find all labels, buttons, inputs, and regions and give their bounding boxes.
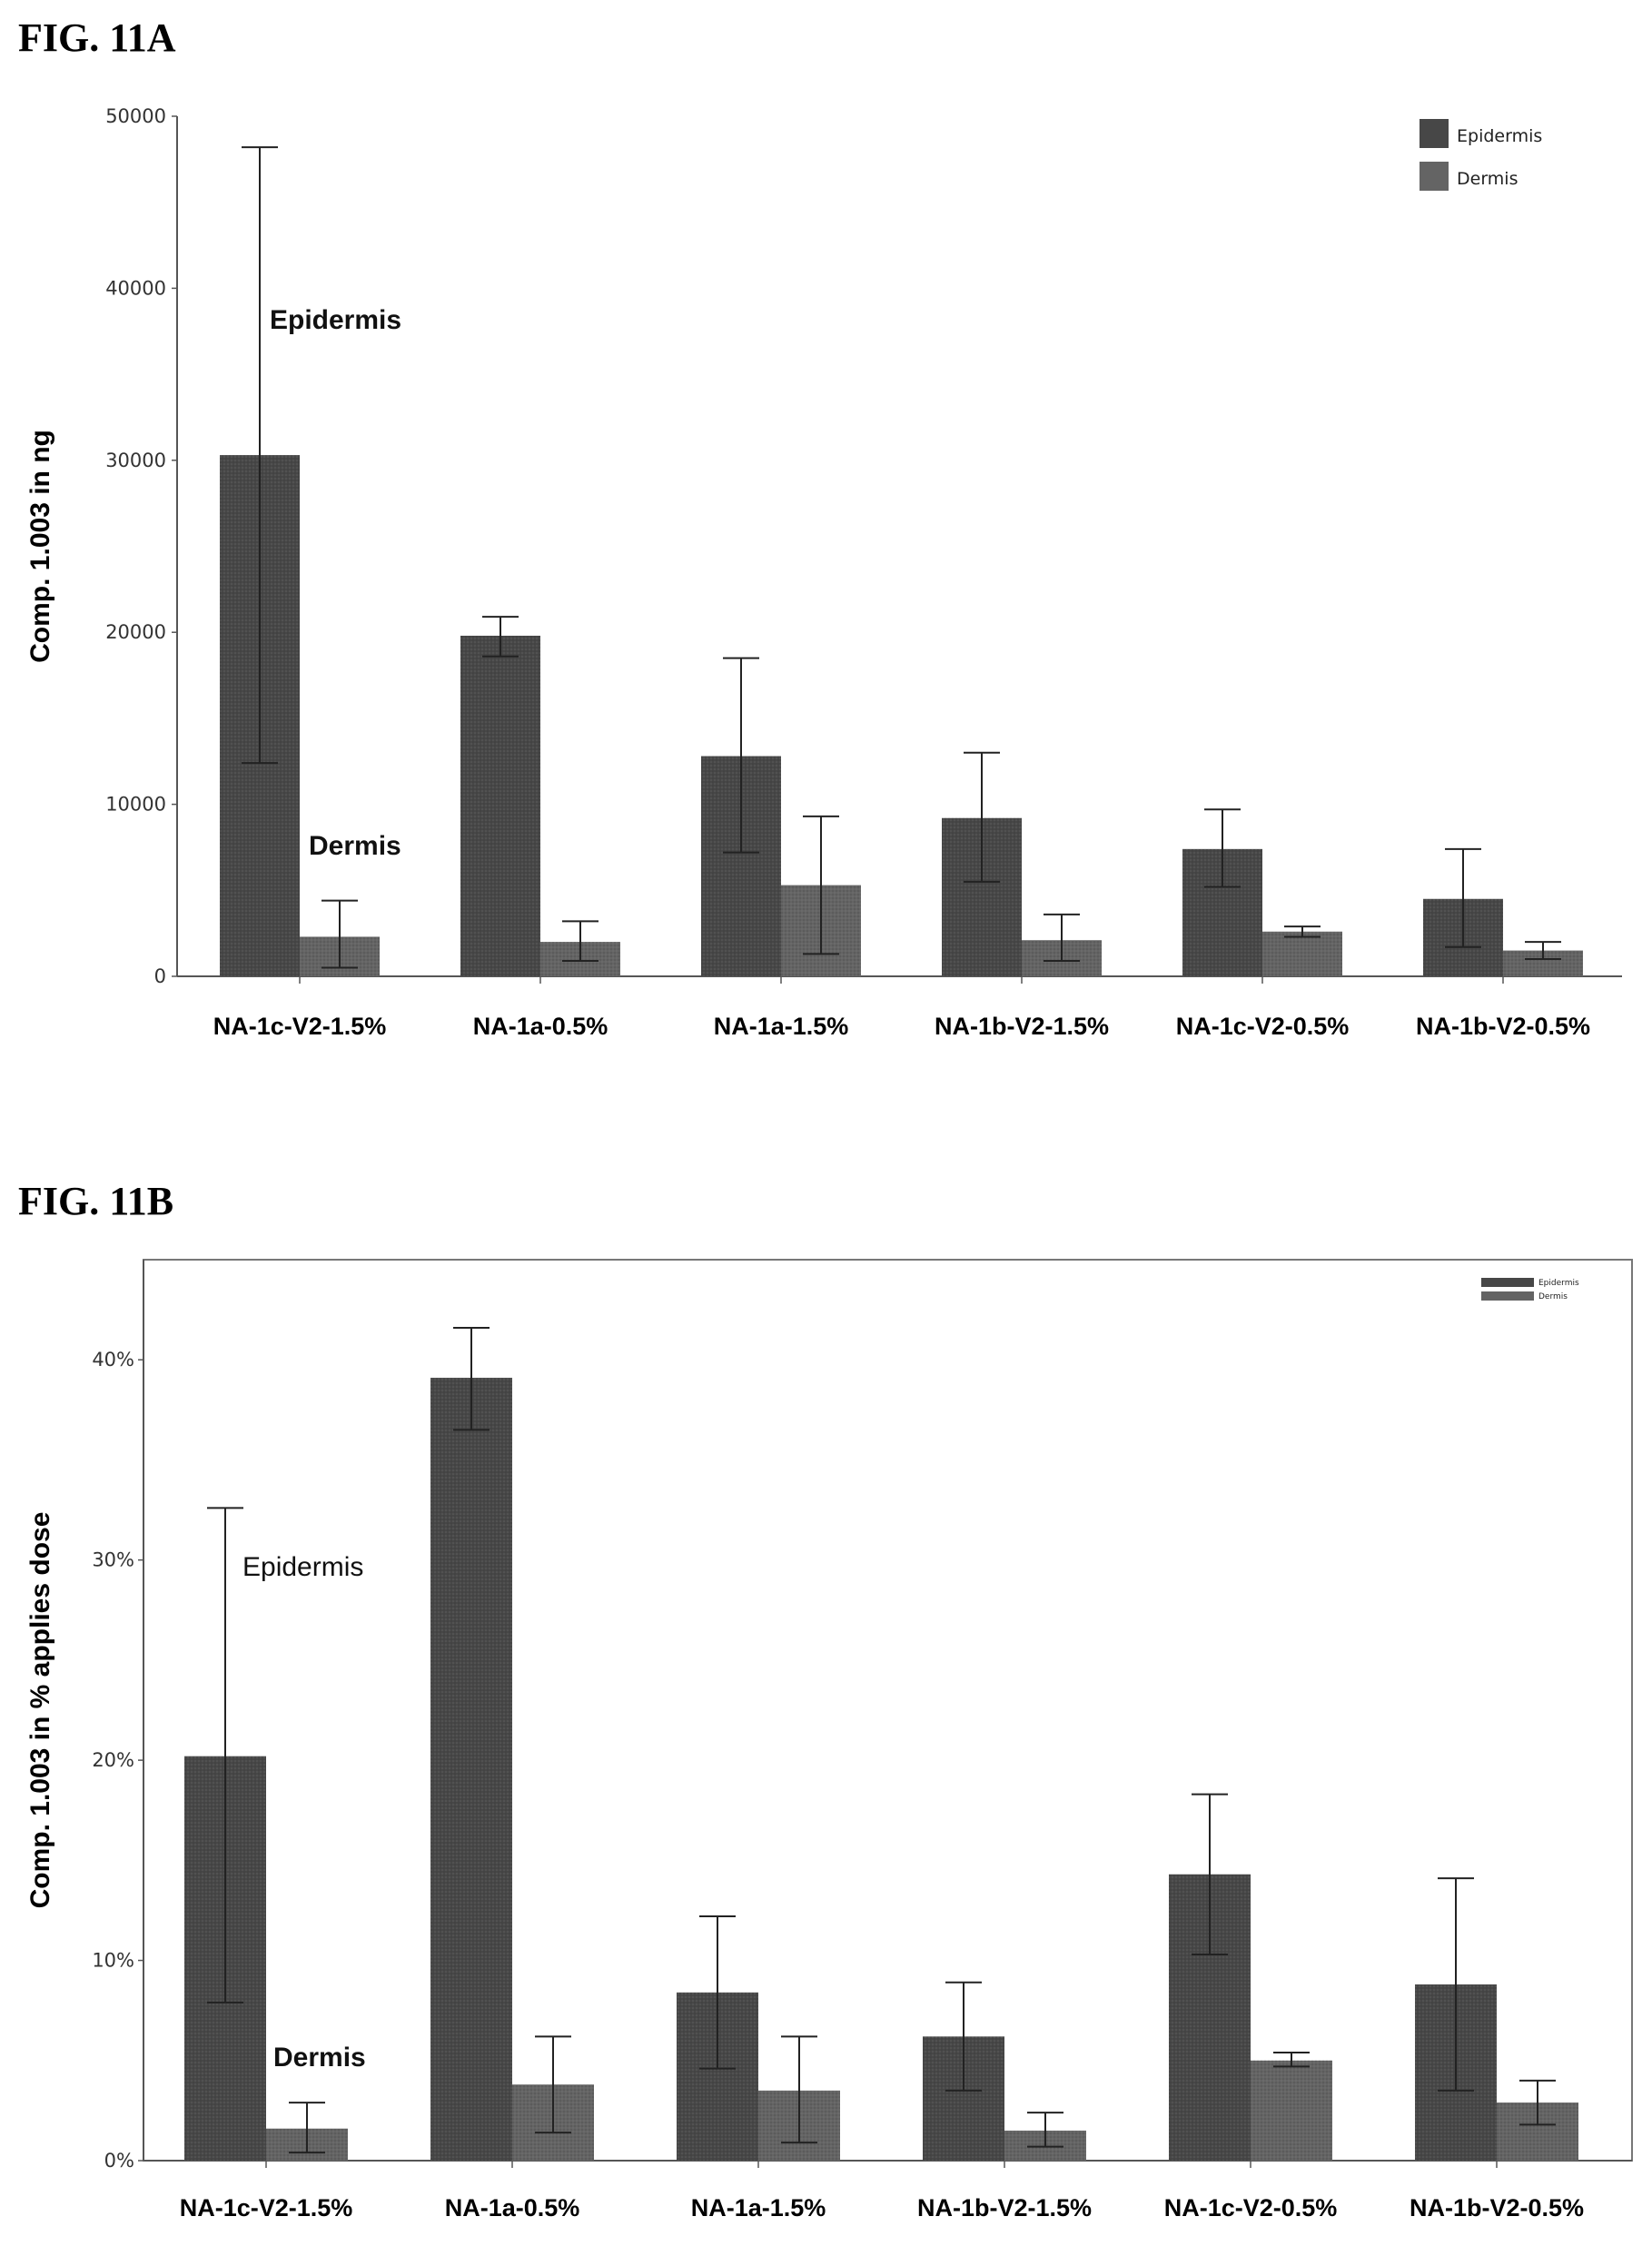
legend-label: Epidermis bbox=[1457, 126, 1542, 146]
x-category-label: NA-1b-V2-1.5% bbox=[935, 1013, 1109, 1040]
x-category-label: NA-1b-V2-0.5% bbox=[1410, 2194, 1584, 2221]
legend-swatch-dermis bbox=[1481, 1291, 1534, 1301]
y-tick-label: 40% bbox=[92, 1349, 134, 1370]
legend-swatch-epidermis bbox=[1420, 119, 1449, 148]
y-tick-label: 0 bbox=[154, 965, 166, 987]
chart-a: 0 10000 20000 30000 40000 50000 Comp. 1.003 in… bbox=[25, 105, 1622, 1040]
bar-texture bbox=[460, 635, 540, 976]
figure-a-title: FIG. 11A bbox=[18, 15, 176, 60]
y-tick-label: 20000 bbox=[105, 621, 166, 643]
x-category-label: NA-1a-1.5% bbox=[691, 2194, 826, 2221]
legend-swatch-epidermis bbox=[1481, 1278, 1534, 1287]
annotation-label: Epidermis bbox=[242, 1552, 363, 1582]
annotation-label: Dermis bbox=[309, 831, 401, 861]
figure-b: FIG. 11B 0% 10% 20% 30% 40% Comp. 1.003 in % … bbox=[18, 1179, 1633, 2221]
y-tick-label: 10000 bbox=[105, 794, 166, 816]
x-category-label: NA-1b-V2-0.5% bbox=[1416, 1013, 1590, 1040]
figure-b-title: FIG. 11B bbox=[18, 1179, 173, 1223]
y-tick-label: 10% bbox=[92, 1950, 134, 1972]
chart-b: 0% 10% 20% 30% 40% Comp. 1.003 in % applies d… bbox=[25, 1260, 1632, 2221]
bar-texture bbox=[1251, 2060, 1332, 2161]
y-axis-title: Comp. 1.003 in % applies dose bbox=[25, 1512, 55, 1909]
x-category-label: NA-1a-0.5% bbox=[445, 2194, 580, 2221]
x-category-label: NA-1b-V2-1.5% bbox=[917, 2194, 1092, 2221]
legend-label: Dermis bbox=[1538, 1292, 1568, 1301]
x-category-label: NA-1c-V2-0.5% bbox=[1164, 2194, 1338, 2221]
legend-label: Epidermis bbox=[1538, 1279, 1579, 1288]
chart-b-frame bbox=[143, 1259, 1633, 2162]
bar-texture bbox=[430, 1378, 512, 2161]
y-tick-label: 0% bbox=[104, 2150, 134, 2172]
legend-label: Dermis bbox=[1457, 169, 1518, 189]
y-tick-label: 30% bbox=[92, 1549, 134, 1571]
x-category-label: NA-1c-V2-0.5% bbox=[1176, 1013, 1350, 1040]
bar-texture bbox=[1262, 931, 1342, 976]
y-tick-label: 40000 bbox=[105, 277, 166, 299]
x-category-label: NA-1a-0.5% bbox=[473, 1013, 608, 1040]
annotation-label: Epidermis bbox=[270, 305, 401, 335]
y-tick-label: 50000 bbox=[105, 105, 166, 127]
x-category-label: NA-1a-1.5% bbox=[714, 1013, 849, 1040]
y-tick-label: 30000 bbox=[105, 450, 166, 471]
y-axis-title: Comp. 1.003 in ng bbox=[25, 430, 55, 663]
figure-a: FIG. 11A 0 10000 20000 30000 40000 50000 Comp.… bbox=[18, 15, 1622, 1040]
y-tick-label: 20% bbox=[92, 1749, 134, 1771]
x-category-label: NA-1c-V2-1.5% bbox=[180, 2194, 353, 2221]
annotation-label: Dermis bbox=[273, 2043, 366, 2073]
legend-swatch-dermis bbox=[1420, 162, 1449, 191]
x-category-label: NA-1c-V2-1.5% bbox=[213, 1013, 387, 1040]
